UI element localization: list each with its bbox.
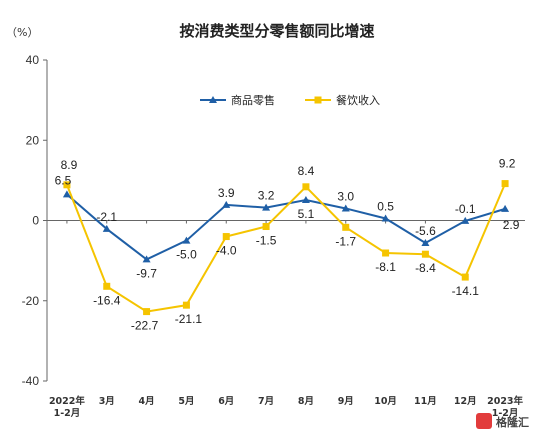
data-label: -22.7: [131, 319, 159, 333]
data-label: -0.1: [455, 202, 476, 216]
data-label: -5.6: [415, 224, 436, 238]
legend-marker: [314, 96, 322, 104]
legend-marker: [209, 96, 217, 103]
legend-label: 商品零售: [231, 93, 275, 107]
watermark-logo-icon: [476, 413, 492, 429]
data-point: [143, 308, 151, 316]
x-tick-label: 2022年: [49, 395, 85, 407]
x-tick-label: 11月: [414, 396, 437, 407]
data-point: [501, 204, 510, 212]
data-label: 3.9: [218, 186, 235, 200]
data-label: -14.1: [452, 284, 480, 298]
data-label: -8.1: [375, 260, 396, 274]
data-label: -2.1: [96, 210, 117, 224]
series-line: [65, 183, 507, 313]
watermark: 格隆汇: [476, 413, 529, 429]
x-tick-label: 1-2月: [492, 408, 519, 419]
data-label: -5.0: [176, 248, 197, 262]
data-label: 3.0: [337, 189, 354, 203]
data-label: -1.7: [335, 234, 356, 248]
data-point: [262, 203, 271, 211]
data-labels: 6.5 -2.1 -9.7 -5.0 3.9 3.2 5.1 3.0 0.5 -5.6 -0.1 2.…: [55, 157, 520, 333]
x-tick-label: 9月: [338, 396, 354, 407]
data-label: -1.5: [256, 234, 277, 248]
data-point: [222, 233, 230, 241]
data-point: [461, 216, 470, 224]
data-label: 0.5: [377, 199, 394, 213]
data-point: [421, 238, 430, 246]
x-tick-label: 2023年: [487, 395, 523, 407]
data-point: [62, 190, 71, 198]
data-label: -16.4: [93, 293, 121, 307]
data-label: 8.4: [298, 164, 315, 178]
data-point: [103, 282, 111, 290]
y-unit-label: （%）: [6, 26, 38, 39]
data-point: [381, 214, 390, 222]
data-point: [302, 183, 310, 191]
watermark-text: 格隆汇: [496, 415, 529, 429]
data-label: -21.1: [175, 312, 203, 326]
data-label: 3.2: [258, 189, 275, 203]
x-tick-label: 8月: [298, 396, 314, 407]
x-tick-label: 6月: [218, 396, 234, 407]
legend-label: 餐饮收入: [336, 93, 380, 107]
x-tick-label: 3月: [99, 396, 115, 407]
data-label: 6.5: [55, 173, 72, 187]
data-point: [262, 223, 270, 231]
data-label: 9.2: [499, 157, 516, 171]
data-point: [382, 249, 390, 257]
x-tick-label: 1-2月: [54, 408, 81, 419]
x-tick-label: 5月: [178, 396, 194, 407]
y-tick-label: -40: [22, 374, 40, 388]
x-tick-label: 10月: [374, 396, 397, 407]
data-point: [421, 250, 429, 258]
data-point: [142, 255, 151, 263]
series-markers: [62, 180, 510, 316]
data-label: -8.4: [415, 261, 436, 275]
data-label: 2.9: [503, 218, 520, 232]
data-label: -4.0: [216, 244, 237, 258]
series-line: [66, 193, 506, 261]
data-point: [102, 224, 111, 232]
data-point: [222, 200, 231, 208]
data-point: [461, 273, 469, 281]
data-point: [501, 180, 509, 188]
y-tick-label: 20: [26, 133, 40, 147]
data-point: [342, 223, 350, 231]
data-label: 8.9: [61, 158, 78, 172]
x-tick-label: 12月: [454, 396, 477, 407]
data-label: 5.1: [298, 207, 315, 221]
x-tick-label: 4月: [139, 396, 155, 407]
y-tick-label: 0: [32, 214, 39, 228]
series-lines: [65, 183, 507, 313]
data-point: [182, 301, 190, 309]
data-point: [182, 236, 191, 244]
data-point: [301, 196, 310, 204]
data-point: [341, 204, 350, 212]
x-tick-label: 7月: [258, 396, 274, 407]
chart-title: 按消费类型分零售额同比增速: [179, 22, 374, 40]
y-tick-label: 40: [26, 53, 40, 67]
data-point: [63, 181, 71, 189]
data-label: -9.7: [136, 266, 157, 280]
legend: 商品零售 餐饮收入: [200, 93, 380, 107]
y-tick-label: -20: [22, 294, 40, 308]
